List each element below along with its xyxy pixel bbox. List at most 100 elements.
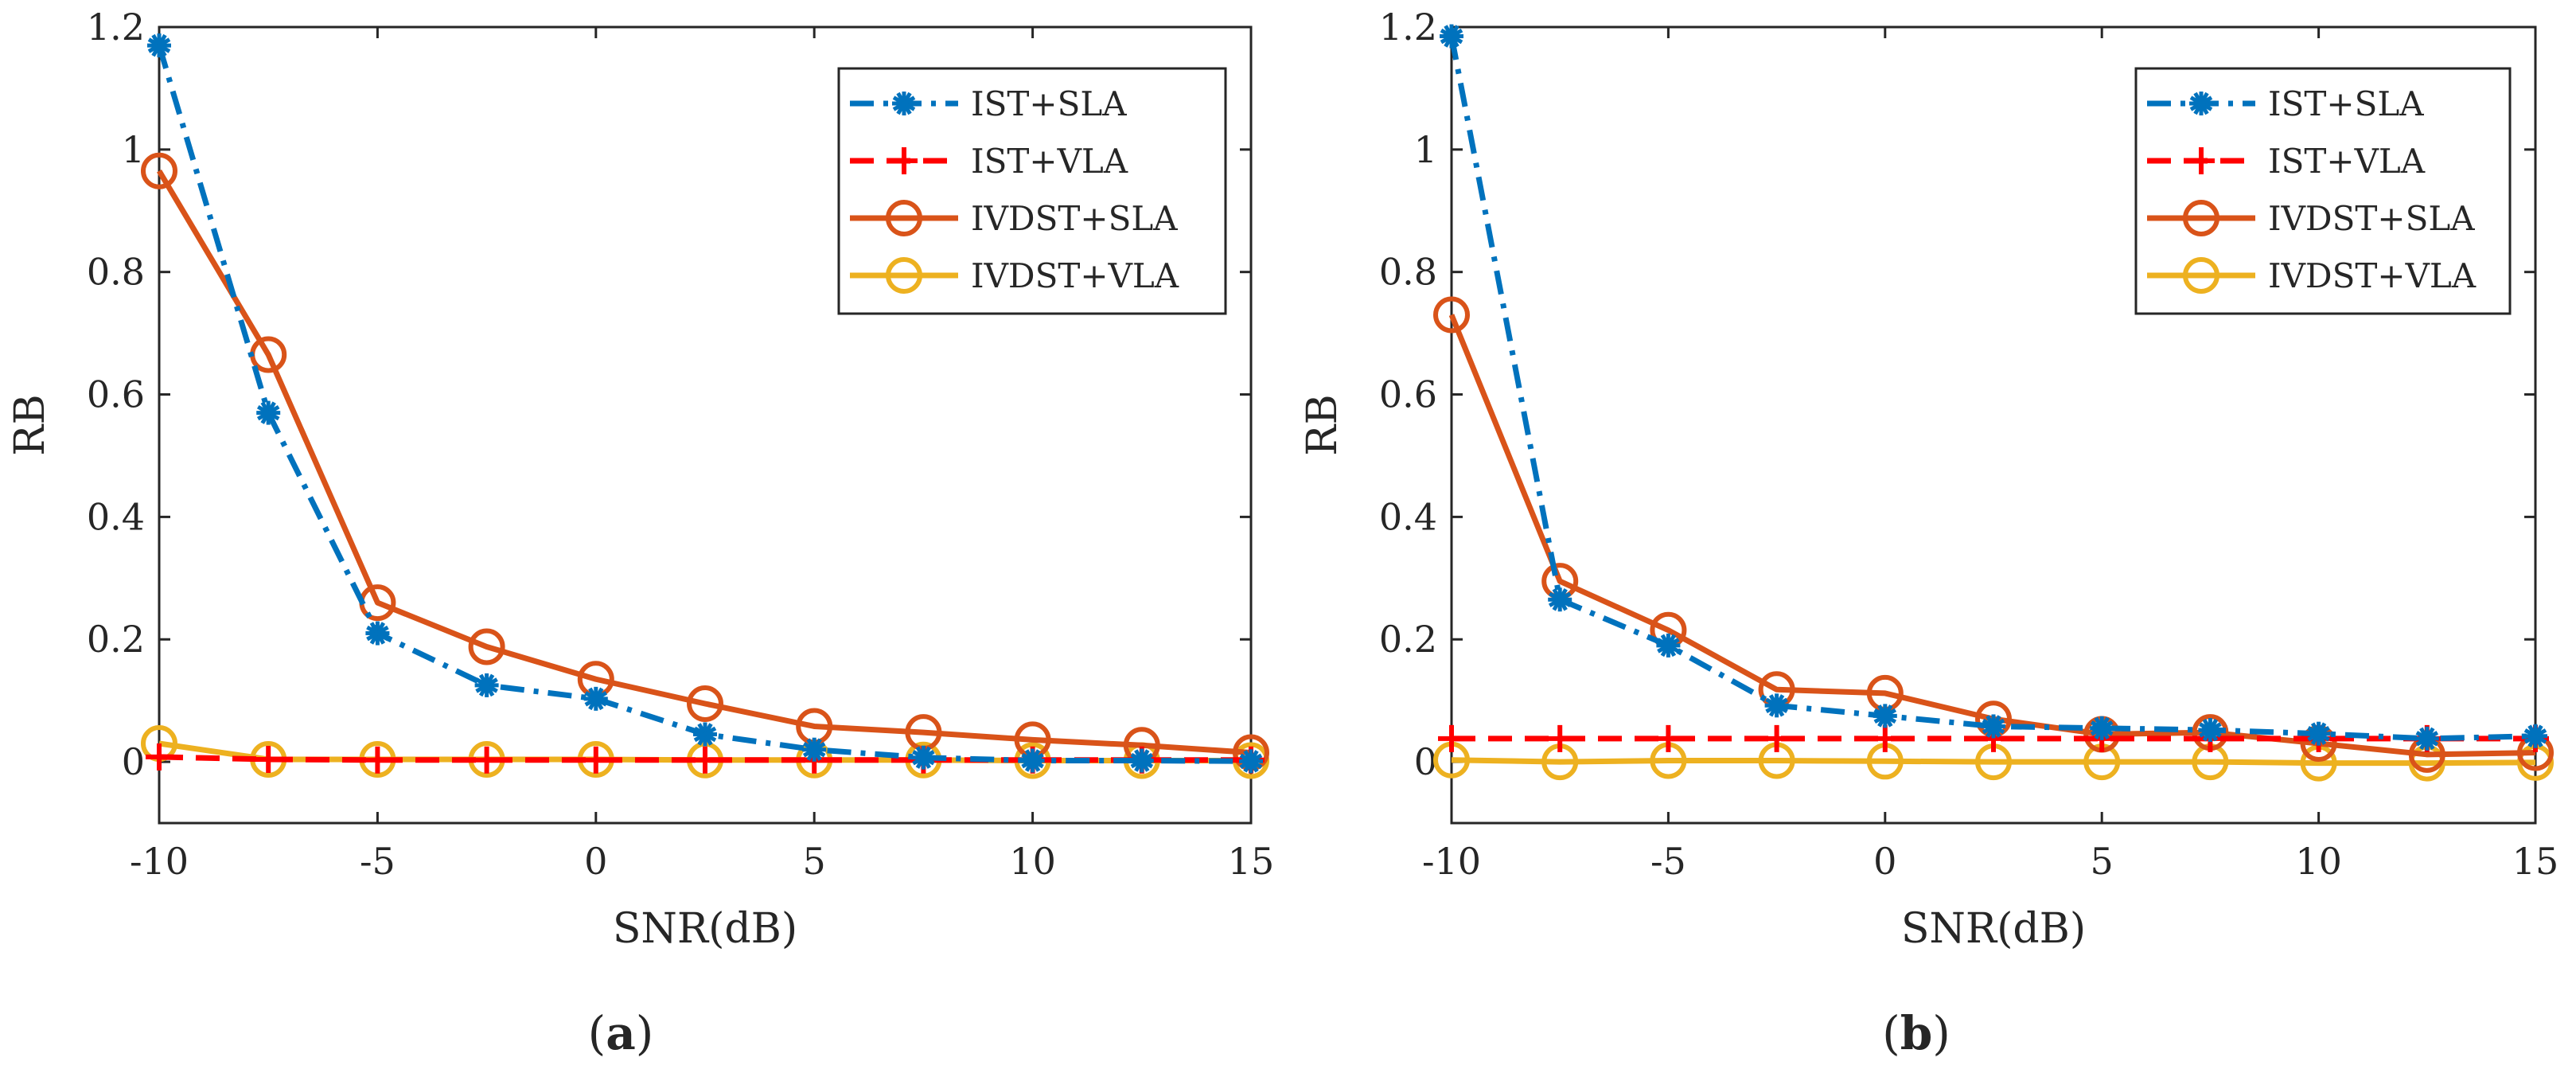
data-point-2	[1654, 724, 1682, 752]
data-point-4	[583, 686, 608, 711]
x-axis-label: SNR(dB)	[613, 905, 797, 953]
marker-stroke	[1765, 697, 1788, 713]
data-point-4	[1871, 724, 1899, 752]
data-point-legend	[2189, 92, 2213, 115]
y-axis-label: RB	[6, 394, 54, 455]
data-point-3	[474, 673, 499, 697]
legend-entry-ivdst-sla: IVDST+SLA	[850, 199, 1178, 238]
data-point-1	[255, 746, 283, 773]
data-point-8	[1020, 748, 1045, 773]
legend-entry-ivdst-vla: IVDST+VLA	[850, 256, 1179, 295]
legend-label: IST+SLA	[971, 84, 1127, 123]
data-point-7	[2198, 718, 2223, 743]
marker-stroke	[2307, 726, 2330, 742]
x-tick-label: 5	[2091, 840, 2114, 883]
panel-label-close: )	[636, 1006, 654, 1060]
data-point-5	[1982, 714, 2005, 739]
x-tick-label: -5	[1650, 840, 1686, 883]
marker-stroke	[2415, 731, 2439, 747]
legend-label: IVDST+VLA	[2268, 256, 2477, 295]
data-point-0	[1433, 296, 1470, 334]
x-tick-label: 5	[803, 840, 826, 883]
marker-stroke	[147, 37, 171, 53]
data-point-2	[1656, 633, 1681, 658]
y-tick-label: 0.6	[1379, 373, 1437, 416]
data-point-legend	[2183, 257, 2219, 294]
data-point-5	[687, 685, 723, 722]
y-tick-label: 0.8	[1379, 251, 1437, 294]
legend-label: IST+VLA	[2268, 142, 2426, 181]
x-tick-label: -10	[1422, 840, 1481, 883]
legend-label: IVDST+SLA	[971, 199, 1178, 238]
data-point-0	[146, 743, 173, 771]
marker-stroke	[1440, 28, 1463, 45]
data-point-6	[2090, 716, 2114, 740]
marker-stroke	[366, 625, 389, 642]
legend-entry-ivdst-vla: IVDST+VLA	[2147, 256, 2477, 295]
data-point-0	[1440, 24, 1463, 49]
data-point-9	[2414, 726, 2439, 751]
data-point-legend	[886, 200, 922, 236]
data-point-10	[1239, 749, 1263, 774]
data-point-0	[147, 33, 171, 58]
data-point-2	[365, 621, 390, 646]
marker-stroke	[1021, 752, 1044, 769]
data-point-5	[693, 722, 717, 747]
y-tick-label: 0.6	[87, 373, 145, 416]
y-axis-label: RB	[1299, 394, 1346, 455]
x-tick-label: -5	[360, 840, 396, 883]
data-point-3	[1764, 693, 1789, 718]
data-point-legend	[886, 257, 922, 294]
y-tick-label: 0.2	[87, 618, 145, 661]
marker-stroke	[2199, 722, 2222, 738]
y-tick-label: 1.2	[1379, 6, 1437, 49]
data-point-legend	[890, 147, 918, 174]
chart-panel-b: -10 -5 0 5 10 1500.20.40.60.811.2SNR(dB)RBIST…	[1299, 6, 2558, 953]
legend-entry-ist-sla: IST+SLA	[850, 84, 1127, 123]
panel-label-letter: a	[606, 1006, 636, 1060]
data-point-0	[1438, 724, 1465, 752]
legend-entry-ivdst-sla: IVDST+SLA	[2147, 199, 2475, 238]
y-tick-label: 1	[1414, 128, 1437, 171]
series-ist-sla	[1440, 24, 2547, 751]
x-tick-label: -10	[130, 840, 189, 883]
data-point-8	[2306, 721, 2331, 746]
marker-stroke	[912, 750, 935, 766]
data-point-3	[473, 746, 501, 774]
marker-stroke	[584, 691, 608, 707]
marker-stroke	[1982, 718, 2005, 735]
marker-stroke	[1130, 752, 1154, 769]
data-point-legend	[2188, 147, 2215, 174]
data-point-3	[468, 628, 505, 665]
panel-label-open: (	[1882, 1006, 1900, 1060]
chart-panel-a: -10 -5 0 5 10 15 0 0.2 0.4 0.6 0.8 1 1.2 SNR(dB) RB IST…	[6, 6, 1274, 953]
legend: IST+SLA IST+VLA IVDST+SLA IVDST+VLA	[2134, 67, 2512, 315]
x-tick-label: 10	[1009, 840, 1056, 883]
legend-label: IVDST+SLA	[2268, 199, 2475, 238]
series-line	[1451, 757, 2536, 767]
legend-label: IST+VLA	[971, 142, 1128, 181]
marker-stroke	[2090, 720, 2114, 736]
data-point-1	[1546, 724, 1574, 752]
legend-label: IVDST+VLA	[971, 256, 1179, 295]
panel-label-letter: b	[1900, 1006, 1933, 1060]
marker-stroke	[1657, 638, 1680, 654]
y-tick-label: 1.2	[87, 6, 145, 49]
marker-stroke	[1548, 591, 1572, 607]
data-point-4	[582, 746, 610, 774]
series-line	[1448, 35, 2536, 742]
y-tick-label: 0	[122, 740, 145, 783]
legend-label: IST+SLA	[2268, 84, 2424, 123]
legend-entry-ist-sla: IST+SLA	[2147, 84, 2424, 123]
legend-entry-ist-vla: IST+VLA	[850, 142, 1128, 181]
data-point-7	[911, 745, 936, 770]
y-tick-label: 0.8	[87, 251, 145, 294]
data-point-3	[1763, 724, 1791, 752]
x-axis-label: SNR(dB)	[1901, 905, 2086, 953]
y-tick-label: 0.4	[1379, 495, 1437, 538]
x-tick-label: 15	[1228, 840, 1275, 883]
x-tick-label: 10	[2295, 840, 2342, 883]
marker-stroke	[693, 726, 717, 743]
data-point-1	[1548, 587, 1572, 612]
